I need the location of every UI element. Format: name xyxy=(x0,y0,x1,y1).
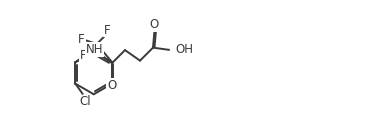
Text: O: O xyxy=(150,18,159,31)
Text: NH: NH xyxy=(86,43,103,56)
Text: O: O xyxy=(107,79,116,92)
Text: F: F xyxy=(104,23,110,37)
Text: Cl: Cl xyxy=(80,95,91,108)
Text: F: F xyxy=(79,49,86,62)
Text: OH: OH xyxy=(176,43,194,56)
Text: F: F xyxy=(78,33,85,46)
